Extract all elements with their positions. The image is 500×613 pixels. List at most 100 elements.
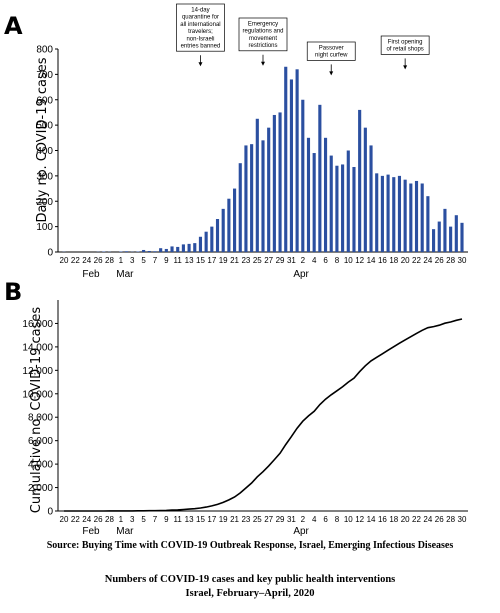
daily-cases-bars (62, 66, 464, 253)
daily-xtick-label: 19 (219, 256, 228, 265)
daily-xtick-label: 11 (174, 256, 183, 265)
daily-xtick-label: 24 (82, 256, 91, 265)
daily-bar (437, 221, 441, 252)
cumulative-xtick-label: 28 (105, 515, 114, 524)
daily-xtick-label: 16 (378, 256, 387, 265)
cumulative-cases-ylabel: Cumulative no. COVID-19 cases (29, 307, 44, 514)
cumulative-cases-xticks: 20 22 24 26 28 1 3 5 7 9 11 13 15 17 19 21 23 25 27 29 31 2 4 6… (60, 515, 467, 524)
annotation-arrowhead (403, 65, 408, 70)
daily-bar (284, 66, 288, 252)
cumulative-ytick-label: 10,000 (22, 389, 53, 400)
daily-xtick-label: 20 (401, 256, 410, 265)
daily-bar (255, 118, 259, 252)
cumulative-xtick-label: 20 (401, 515, 410, 524)
cumulative-xtick-label: 30 (458, 515, 467, 524)
cumulative-xtick-label: 26 (435, 515, 444, 524)
daily-cases-xticks: 20 22 24 26 28 1 3 5 7 9 11 13 15 17 19 21 23 25 27 29 31 2 4 6… (60, 256, 467, 265)
daily-bar (278, 112, 282, 252)
daily-xtick-label: 2 (301, 256, 306, 265)
daily-xtick-label: 26 (94, 256, 103, 265)
cumulative-xtick-label: 25 (253, 515, 262, 524)
daily-bar (454, 215, 458, 252)
cumulative-ytick-label: 2,000 (28, 483, 53, 494)
daily-xtick-label: 7 (153, 256, 158, 265)
daily-xtick-label: 21 (230, 256, 239, 265)
daily-bar (426, 196, 430, 252)
daily-xtick-label: 27 (264, 256, 273, 265)
cumulative-cases-months: Feb Mar Apr (82, 526, 309, 537)
daily-bar (289, 79, 293, 252)
cumulative-xtick-label: 16 (378, 515, 387, 524)
cumulative-ytick-label: 0 (47, 507, 53, 518)
daily-bar (301, 99, 305, 252)
daily-xtick-label: 22 (412, 256, 421, 265)
daily-bar (272, 114, 276, 252)
cumulative-xtick-label: 24 (82, 515, 91, 524)
daily-bar (335, 165, 339, 252)
daily-ytick-label: 400 (36, 146, 53, 157)
daily-bar (443, 208, 447, 252)
daily-bar (312, 153, 316, 252)
daily-xtick-label: 20 (60, 256, 69, 265)
annotation-text: quarantine for (182, 15, 219, 21)
annotation-text: travelers; (188, 29, 213, 35)
daily-cases-chart: Daily no. COVID-19 cases 010020030040050… (35, 3, 468, 280)
daily-bar (341, 164, 345, 252)
cumulative-month-label: Feb (82, 526, 100, 537)
cumulative-month-label: Apr (293, 526, 309, 537)
daily-bar (176, 246, 180, 252)
annotation-box (176, 3, 225, 52)
daily-bar (142, 249, 146, 252)
cumulative-month-label: Mar (116, 526, 134, 537)
daily-bar (449, 226, 453, 252)
daily-xtick-label: 23 (241, 256, 250, 265)
cumulative-xtick-label: 17 (207, 515, 216, 524)
cumulative-xtick-label: 28 (446, 515, 455, 524)
annotation-arrowhead (198, 62, 203, 67)
source-text: Source: Buying Time with COVID-19 Outbre… (47, 540, 454, 551)
daily-bar (136, 251, 140, 252)
cumulative-ytick-label: 16,000 (22, 319, 53, 330)
daily-xtick-label: 24 (423, 256, 432, 265)
daily-bar (159, 248, 163, 252)
daily-ytick-label: 700 (36, 70, 53, 81)
daily-bar (170, 246, 174, 252)
daily-bar (261, 140, 265, 252)
annotation-text: Emergency (248, 22, 278, 28)
cumulative-xtick-label: 23 (241, 515, 250, 524)
daily-bar (102, 251, 106, 252)
caption-line-1: Numbers of COVID-19 cases and key public… (105, 574, 396, 585)
daily-cases-yticks: 0 100 200 300 400 500 600 700 800 (36, 45, 58, 259)
daily-xtick-label: 9 (164, 256, 169, 265)
cumulative-xtick-label: 1 (119, 515, 124, 524)
daily-bar (215, 219, 220, 252)
daily-xtick-label: 26 (435, 256, 444, 265)
daily-month-label: Apr (293, 269, 309, 280)
annotation-box (380, 35, 430, 55)
daily-bar (432, 229, 436, 252)
annotation-text: restrictions (248, 43, 277, 49)
annotation-text: of retail shops (386, 47, 423, 53)
daily-bar (233, 188, 237, 252)
cumulative-xtick-label: 11 (174, 515, 183, 524)
cumulative-xtick-label: 12 (355, 515, 364, 524)
cumulative-cases-chart: Cumulative no. COVID-19 cases 0 2,000 4,00… (22, 300, 468, 537)
cumulative-xtick-label: 2 (301, 515, 306, 524)
cumulative-xtick-label: 3 (130, 515, 135, 524)
cumulative-xtick-label: 6 (323, 515, 328, 524)
daily-month-label: Feb (82, 269, 100, 280)
cumulative-xtick-label: 4 (312, 515, 317, 524)
cumulative-xtick-label: 29 (276, 515, 285, 524)
daily-bar (164, 248, 168, 252)
daily-cases-months: Feb Mar Apr (82, 269, 309, 280)
cumulative-xtick-label: 5 (141, 515, 146, 524)
annotation-text: regulations and (242, 29, 283, 35)
daily-bar (227, 198, 231, 252)
daily-xtick-label: 12 (355, 256, 364, 265)
cumulative-xtick-label: 9 (164, 515, 169, 524)
daily-xtick-label: 6 (323, 256, 328, 265)
caption-line-2: Israel, February–April, 2020 (186, 588, 315, 599)
daily-month-label: Mar (116, 269, 134, 280)
daily-ytick-label: 600 (36, 95, 53, 106)
